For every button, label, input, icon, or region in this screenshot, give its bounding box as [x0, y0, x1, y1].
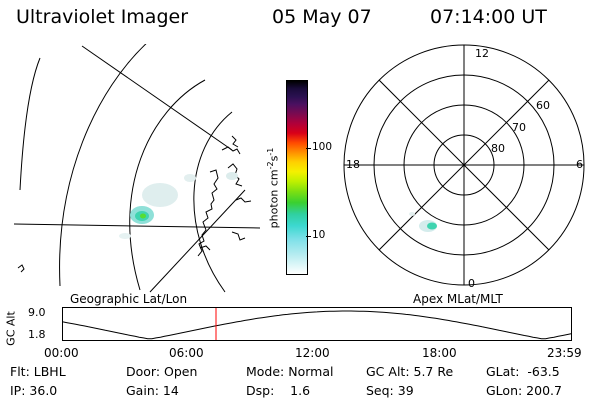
time-tick-2359: 23:59	[547, 346, 582, 360]
altitude-axis-label: GC Alt	[4, 311, 18, 346]
mlt-label-12: 12	[475, 47, 489, 60]
colorbar-unit: photon cm-2s-1	[266, 88, 282, 288]
altitude-curve	[62, 310, 572, 340]
colorbar-label-100: 100	[312, 141, 333, 153]
mlat-label-70: 70	[512, 121, 526, 134]
instrument-title: Ultraviolet Imager	[16, 6, 189, 28]
mlt-label-6: 6	[576, 158, 583, 171]
colorbar-label-10: 10	[312, 229, 326, 241]
colorbar-tick-10	[306, 236, 311, 237]
time-label: 07:14:00 UT	[430, 6, 547, 28]
left-panel-label: Geographic Lat/Lon	[70, 292, 188, 306]
time-tick-1800: 18:00	[422, 346, 457, 360]
filter-info: Flt: LBHL	[10, 364, 66, 379]
right-panel-label: Apex MLat/MLT	[413, 292, 503, 306]
altitude-y-tick-min: 1.8	[28, 328, 46, 341]
altitude-axis-label-wrap: GC Alt	[4, 311, 18, 346]
altitude-plot	[62, 307, 572, 341]
unit-base: photon cm	[267, 169, 281, 229]
time-tick-0600: 06:00	[169, 346, 204, 360]
unit-exp2: -1	[266, 147, 275, 156]
glat-info: GLat: -63.5	[486, 364, 560, 379]
mlat-label-80: 80	[491, 142, 505, 155]
mlt-label-18: 18	[346, 158, 360, 171]
altitude-plot-frame	[62, 307, 572, 341]
ip-info: IP: 36.0	[10, 383, 58, 398]
mode-info: Mode: Normal	[246, 364, 334, 379]
unit-exp1: -2	[266, 161, 275, 170]
colorbar-tick-100	[306, 148, 311, 149]
unit-s: s	[267, 155, 281, 162]
date-label: 05 May 07	[272, 6, 372, 28]
door-info: Door: Open	[126, 364, 198, 379]
mlt-label-0: 0	[468, 277, 475, 290]
glon-info: GLon: 200.7	[486, 383, 562, 398]
gc-alt-info: GC Alt: 5.7 Re	[366, 364, 454, 379]
colorbar	[286, 80, 308, 275]
gain-info: Gain: 14	[126, 383, 179, 398]
mlat-label-60: 60	[536, 99, 550, 112]
seq-info: Seq: 39	[366, 383, 414, 398]
time-tick-0000: 00:00	[44, 346, 79, 360]
time-tick-1200: 12:00	[295, 346, 330, 360]
altitude-y-tick-max: 9.0	[28, 306, 46, 319]
dsp-info: Dsp: 1.6	[246, 383, 311, 398]
